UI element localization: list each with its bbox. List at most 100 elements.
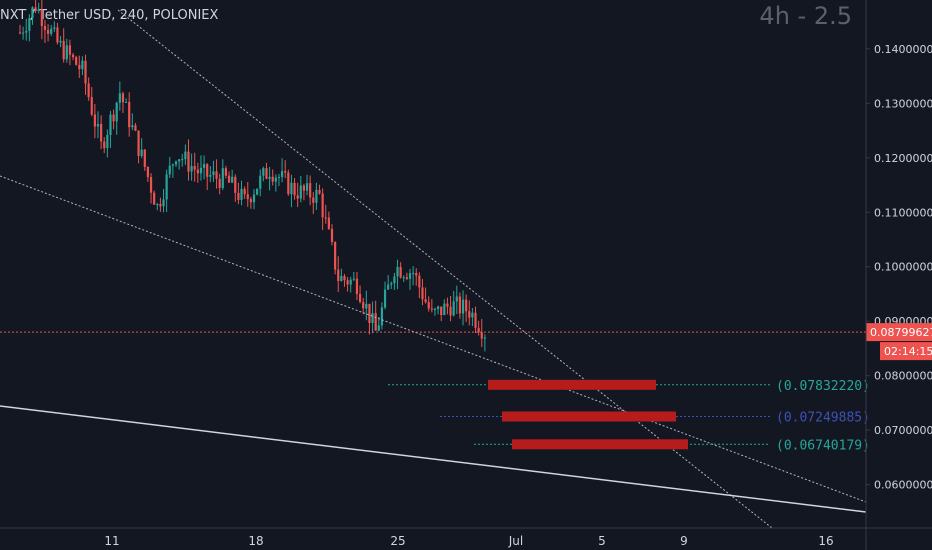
trendlines-layer (0, 9, 867, 529)
candle-body (112, 114, 115, 122)
candle-body (374, 313, 377, 331)
time-tick-label: 16 (818, 534, 833, 548)
candle-body (265, 168, 268, 179)
candle-body (424, 299, 427, 303)
candle-body (46, 29, 50, 34)
candle-body (25, 30, 28, 33)
candle-body (224, 168, 228, 176)
candle-body (280, 171, 284, 178)
candle-body (408, 273, 412, 279)
candle-body (96, 123, 100, 127)
candle-body (252, 194, 256, 203)
candle-body (274, 177, 277, 182)
candle-body (31, 7, 34, 19)
candle-body (190, 165, 193, 172)
candle-body (277, 177, 281, 179)
candle-body (296, 195, 299, 199)
support-line (0, 405, 867, 513)
upper-trendline (117, 9, 773, 529)
level-label: (0.07249885) (776, 411, 870, 426)
candle-body (346, 280, 349, 285)
candle-body (358, 293, 362, 303)
candle-body (371, 313, 374, 323)
time-tick-label: 9 (680, 534, 688, 548)
candle-body (62, 40, 65, 60)
candle-body (209, 174, 212, 177)
candle-body (118, 93, 121, 103)
candle-body (128, 101, 131, 128)
candle-body (124, 101, 128, 103)
candle-body (293, 182, 296, 196)
candle-body (452, 301, 455, 316)
time-tick-label: 25 (390, 534, 405, 548)
candle-body (259, 175, 262, 189)
candle-body (65, 45, 68, 60)
candle-body (84, 60, 87, 84)
candle-body (37, 9, 40, 12)
candle-body (446, 303, 449, 307)
candle-body (168, 165, 171, 175)
candle-body (156, 204, 159, 206)
candle-body (81, 60, 84, 70)
candle-body (455, 296, 458, 302)
candle-body (206, 164, 209, 177)
time-tick-label: Jul (508, 534, 523, 548)
target-zone (488, 379, 656, 390)
candle-body (465, 299, 468, 312)
countdown-label: 02:14:15 (884, 345, 932, 358)
candle-body (355, 278, 359, 294)
candle-body (449, 306, 452, 316)
candle-body (368, 303, 371, 323)
candle-body (362, 302, 365, 309)
candle-body (71, 54, 75, 58)
candle-body (246, 194, 249, 200)
current-price-label: 0.08799627 (870, 326, 932, 339)
candle-body (421, 287, 424, 300)
candle-body (365, 303, 368, 309)
candle-body (418, 275, 421, 288)
candle-body (75, 57, 78, 65)
candle-body (53, 27, 56, 29)
candle-body (287, 172, 290, 195)
candle-body (90, 97, 93, 115)
candle-body (134, 125, 137, 131)
candle-body (237, 192, 240, 200)
candle-body (324, 217, 327, 219)
candle-body (181, 159, 184, 161)
countdown-badge (880, 342, 932, 361)
candle-body (243, 188, 246, 195)
candle-body (436, 306, 440, 309)
candle-body (212, 171, 215, 175)
candle-body (68, 45, 72, 55)
time-tick-label: 11 (104, 534, 119, 548)
candle-body (184, 151, 187, 160)
candle-body (458, 296, 462, 314)
candle-body (334, 241, 337, 270)
candle-body (387, 284, 390, 290)
candle-body (443, 303, 446, 316)
candle-body (215, 171, 218, 179)
candle-body (59, 40, 62, 43)
interval-watermark: 4h - 2.5 (759, 2, 852, 30)
candle-body (461, 299, 465, 314)
current-price-badge (866, 323, 932, 342)
candle-body (28, 18, 31, 31)
candle-body (159, 204, 162, 207)
candle-body (171, 164, 174, 166)
candle-body (87, 83, 90, 98)
candle-body (468, 311, 471, 318)
candle-body (412, 273, 415, 275)
candle-body (390, 283, 393, 285)
candle-body (131, 125, 134, 128)
candle-body (137, 130, 140, 157)
candle-body (78, 64, 81, 70)
candle-body (299, 185, 302, 199)
candle-body (140, 149, 143, 157)
candle-body (43, 25, 47, 30)
candle-body (162, 199, 165, 207)
